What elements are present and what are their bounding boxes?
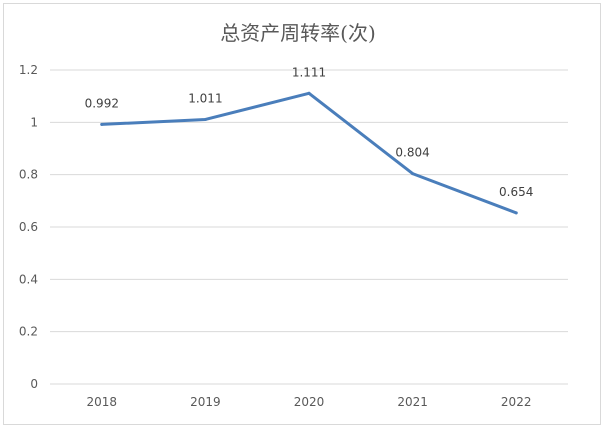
data-label: 1.111	[292, 65, 326, 79]
data-point	[100, 122, 104, 126]
data-point	[203, 117, 207, 121]
y-tick-label: 1.2	[19, 63, 38, 77]
data-point	[411, 172, 415, 176]
y-tick-label: 0.6	[19, 220, 38, 234]
y-axis-ticks: 0 0.2 0.4 0.6 0.8 1 1.2	[19, 63, 38, 391]
y-tick-label: 0.8	[19, 168, 38, 182]
data-labels: 0.992 1.011 1.111 0.804 0.654	[85, 65, 534, 199]
data-label: 0.654	[499, 185, 533, 199]
x-tick-label: 2018	[87, 395, 118, 409]
data-label: 1.011	[188, 91, 222, 105]
gridlines	[50, 69, 568, 385]
chart-frame	[3, 3, 601, 425]
x-tick-label: 2020	[294, 395, 325, 409]
y-tick-label: 0.4	[19, 272, 38, 286]
x-tick-label: 2022	[501, 395, 532, 409]
y-tick-label: 1	[30, 115, 38, 129]
data-point	[514, 211, 518, 215]
y-tick-label: 0	[30, 377, 38, 391]
y-tick-label: 0.2	[19, 325, 38, 339]
x-tick-label: 2021	[397, 395, 428, 409]
x-axis-ticks: 2018 2019 2020 2021 2022	[87, 395, 532, 409]
data-label: 0.804	[395, 146, 429, 160]
series-line	[100, 91, 518, 215]
series-layer	[100, 91, 518, 215]
data-point	[307, 91, 311, 95]
x-tick-label: 2019	[190, 395, 221, 409]
chart-title: 总资产周转率(次)	[220, 21, 376, 45]
data-label: 0.992	[85, 96, 119, 110]
